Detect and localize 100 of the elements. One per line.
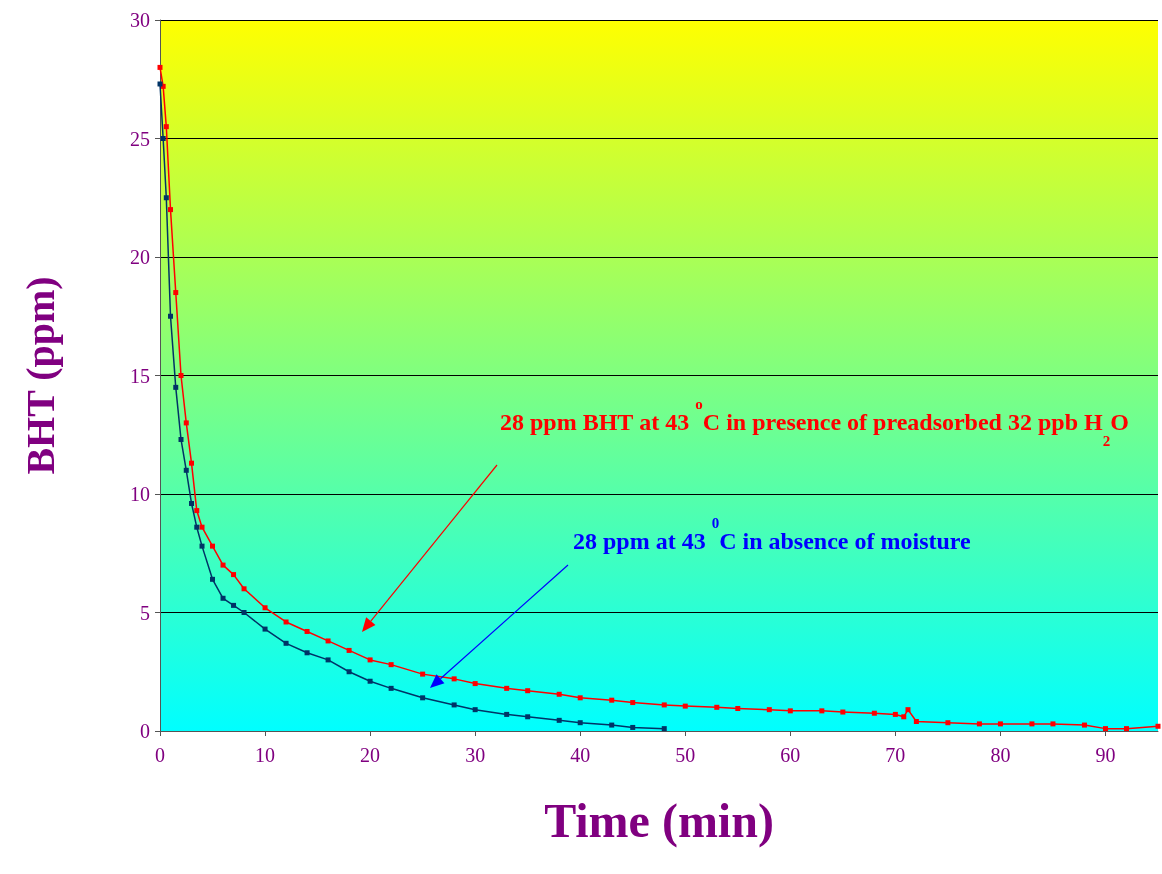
x-tick-label: 70 (885, 744, 906, 766)
point (199, 543, 205, 549)
point (346, 647, 352, 653)
point (735, 705, 741, 711)
point (173, 290, 179, 296)
point (241, 610, 247, 615)
point (525, 688, 531, 694)
y-tick-label: 20 (130, 246, 150, 268)
text: 28 ppm at 43 0C in absence of moisture (573, 514, 971, 554)
y-tick-label: 25 (130, 127, 150, 150)
point (1123, 726, 1129, 732)
text: 28 ppm BHT at 43 oC in presence of preadsorbed 32 ppb H2O (500, 395, 1129, 449)
point (173, 384, 179, 390)
x-axis-title: Time (min) (544, 793, 774, 848)
point (420, 671, 426, 677)
point (840, 709, 846, 715)
x-tick-label: 30 (465, 744, 486, 766)
x-tick-label: 50 (675, 744, 696, 766)
point (525, 714, 531, 720)
point (892, 711, 898, 717)
point (714, 704, 720, 710)
x-tick-label: 80 (990, 744, 1011, 766)
point (577, 720, 583, 726)
point (157, 64, 163, 70)
point (997, 721, 1003, 727)
point (199, 524, 205, 530)
point (630, 724, 636, 730)
point (283, 640, 289, 646)
point (183, 420, 189, 426)
point (388, 685, 394, 691)
point (220, 595, 226, 601)
point (682, 703, 688, 709)
point (231, 572, 237, 578)
point (262, 605, 268, 611)
point (451, 702, 457, 708)
point (556, 691, 562, 697)
point (630, 700, 636, 706)
point (178, 436, 184, 442)
point (609, 722, 615, 728)
x-tick-label: 0 (155, 744, 165, 766)
point (871, 710, 877, 716)
y-tick-label: 10 (130, 483, 150, 505)
point (189, 500, 195, 506)
point (913, 719, 919, 725)
point (787, 708, 793, 714)
x-tick-label: 60 (780, 744, 801, 766)
point (325, 638, 331, 644)
point (1155, 723, 1161, 729)
point (168, 207, 174, 213)
point (819, 708, 825, 714)
point (451, 676, 457, 682)
point (1050, 721, 1056, 727)
point (183, 467, 189, 473)
point (661, 702, 667, 708)
point (661, 726, 667, 732)
point (388, 662, 394, 668)
point (346, 669, 352, 675)
point (577, 695, 583, 701)
point (189, 460, 195, 466)
y-tick-label: 15 (130, 364, 150, 387)
point (325, 657, 331, 663)
point (472, 681, 478, 687)
point (976, 721, 982, 727)
point (283, 619, 289, 625)
point (304, 628, 310, 634)
point (556, 717, 562, 723)
point (163, 195, 169, 201)
point (367, 657, 373, 663)
y-tick-label: 30 (130, 9, 150, 31)
y-tick-label: 0 (140, 720, 150, 742)
point (367, 678, 373, 684)
point (210, 576, 216, 582)
point (766, 707, 772, 713)
point (504, 685, 510, 691)
point (504, 711, 510, 717)
point (1029, 721, 1035, 727)
point (178, 373, 184, 378)
point (194, 508, 200, 514)
point (905, 707, 911, 713)
point (194, 524, 200, 530)
point (472, 707, 478, 713)
point (901, 714, 907, 720)
point (420, 695, 426, 701)
point (1102, 726, 1108, 732)
point (220, 562, 226, 568)
point (160, 136, 166, 141)
x-tick-label: 40 (570, 744, 591, 766)
point (1081, 722, 1087, 728)
point (168, 313, 174, 319)
point (210, 543, 216, 549)
point (262, 626, 268, 632)
y-tick-label: 5 (140, 601, 150, 624)
point (241, 586, 247, 592)
x-tick-label: 10 (255, 744, 276, 766)
point (163, 124, 169, 130)
point (231, 602, 237, 608)
point (304, 650, 310, 656)
point (945, 720, 951, 726)
y-axis-title: BHT (ppm) (17, 276, 63, 475)
x-tick-label: 90 (1095, 744, 1116, 766)
